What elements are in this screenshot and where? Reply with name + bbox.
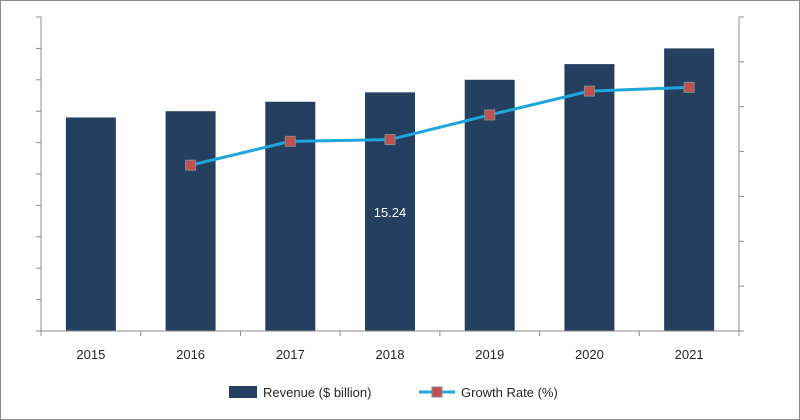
revenue-bar-2016 bbox=[165, 111, 216, 331]
x-tick-label-2016: 2016 bbox=[176, 347, 205, 362]
x-tick-label-2021: 2021 bbox=[675, 347, 704, 362]
revenue-bars bbox=[65, 48, 715, 332]
revenue-bar-2018 bbox=[365, 92, 415, 331]
growth-rate-marker-2021 bbox=[683, 81, 695, 93]
growth-rate-marker-2019 bbox=[484, 109, 496, 121]
legend-revenue-swatch bbox=[229, 386, 257, 398]
growth-rate-line bbox=[185, 81, 695, 171]
x-tick-label-2015: 2015 bbox=[76, 347, 105, 362]
x-tick-label-2017: 2017 bbox=[276, 347, 305, 362]
legend-revenue-label: Revenue ($ billion) bbox=[263, 385, 371, 400]
x-tick-label-2018: 2018 bbox=[376, 347, 405, 362]
left-axis bbox=[36, 16, 42, 332]
growth-rate-marker-2016 bbox=[185, 159, 197, 171]
revenue-bar-2020 bbox=[564, 64, 615, 331]
data-label-2018: 15.24 bbox=[374, 205, 407, 220]
revenue-bar-2021 bbox=[664, 48, 715, 332]
legend: Revenue ($ billion) Growth Rate (%) bbox=[229, 385, 558, 400]
x-axis: 2015 2016 2017 2018 2019 2020 2021 bbox=[40, 330, 740, 362]
x-tick-label-2019: 2019 bbox=[475, 347, 504, 362]
growth-rate-marker-2017 bbox=[284, 135, 296, 147]
growth-rate-marker-2020 bbox=[583, 85, 595, 97]
legend-growth-marker bbox=[431, 386, 443, 398]
revenue-bar-2015 bbox=[65, 117, 116, 331]
growth-rate-marker-2018 bbox=[384, 134, 396, 146]
growth-rate-polyline bbox=[190, 85, 690, 167]
x-tick-label-2020: 2020 bbox=[575, 347, 604, 362]
right-axis bbox=[738, 16, 744, 332]
legend-growth-label: Growth Rate (%) bbox=[461, 385, 558, 400]
data-labels: 15.24 bbox=[374, 205, 407, 220]
revenue-bar-2019 bbox=[464, 79, 515, 331]
